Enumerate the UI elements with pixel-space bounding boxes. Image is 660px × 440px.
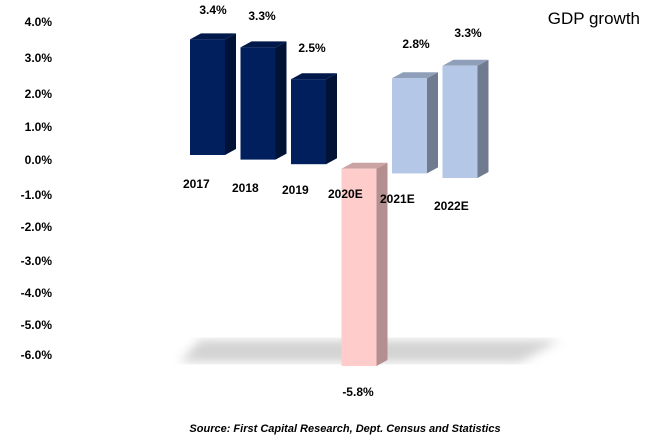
bar-side	[427, 72, 438, 174]
y-tick-label: -5.0%	[21, 318, 53, 332]
category-label: 2021E	[380, 192, 415, 206]
y-tick-label: -1.0%	[21, 188, 53, 202]
category-label: 2019	[282, 183, 309, 197]
source-note: Source: First Capital Research, Dept. Ce…	[189, 423, 501, 435]
y-tick-label: 4.0%	[25, 15, 53, 29]
y-tick-label: -6.0%	[21, 348, 53, 362]
y-tick-label: -3.0%	[21, 254, 53, 268]
data-label: 3.4%	[199, 3, 227, 17]
bar-side	[477, 59, 489, 178]
category-label: 2018	[232, 181, 259, 195]
bar-side	[275, 41, 287, 160]
bar-side	[326, 73, 337, 165]
bar-side	[225, 33, 236, 155]
bar-2017	[190, 39, 225, 155]
y-tick-label: -4.0%	[21, 286, 53, 300]
y-tick-label: 1.0%	[25, 120, 53, 134]
category-label: 2017	[183, 177, 210, 191]
data-label: 2.5%	[298, 41, 326, 55]
bar-2019	[291, 79, 326, 165]
bar-2022E	[442, 65, 478, 178]
bar-top	[392, 72, 438, 79]
data-label: 3.3%	[248, 9, 276, 23]
category-label: 2022E	[434, 199, 469, 213]
bar-2020E	[341, 168, 377, 366]
y-tick-label: 0.0%	[25, 153, 53, 167]
y-tick-label: 2.0%	[25, 87, 53, 101]
data-label: -5.8%	[342, 385, 374, 399]
bar-top	[291, 73, 337, 80]
bar-2018	[240, 47, 276, 160]
bar-top	[240, 41, 287, 48]
bar-top	[341, 162, 388, 169]
y-tick-label: 3.0%	[25, 51, 53, 65]
bar-2021E	[392, 78, 427, 174]
data-label: 2.8%	[402, 37, 430, 51]
bar-top	[442, 59, 489, 66]
y-tick-label: -2.0%	[21, 220, 53, 234]
bar-side	[376, 162, 388, 366]
chart-title: GDP growth	[547, 9, 640, 28]
data-label: 3.3%	[454, 26, 482, 40]
bar-top	[190, 33, 236, 40]
category-label: 2020E	[328, 187, 363, 201]
